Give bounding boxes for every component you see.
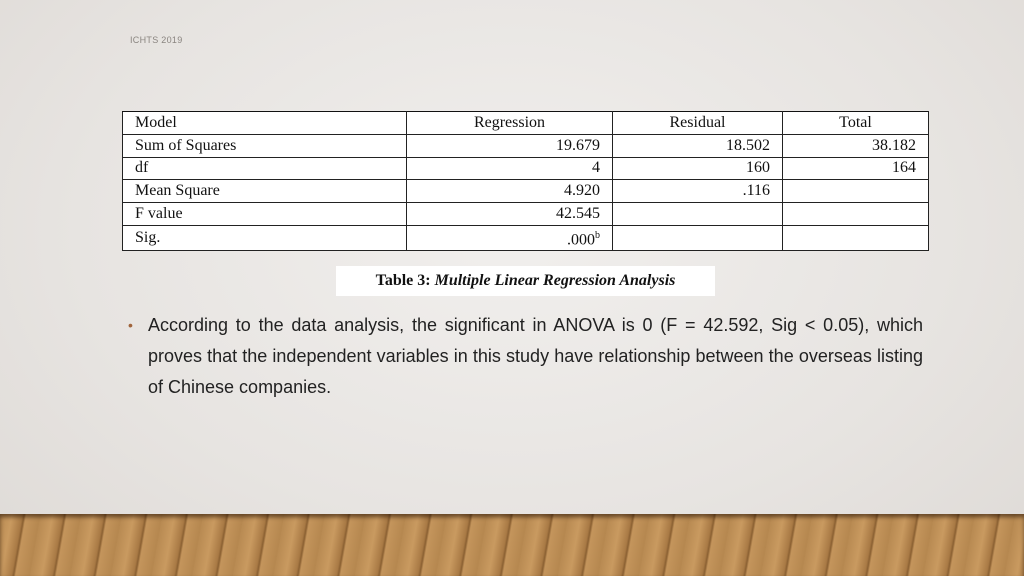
wood-floor-decoration [0,514,1024,576]
cell: 4.920 [406,179,613,204]
cell [612,224,783,252]
table-row: Sum of Squares 19.679 18.502 38.182 [122,133,929,158]
cell: 19.679 [406,133,613,158]
cell: 160 [612,156,783,181]
row-label: df [122,156,407,181]
cell: 42.545 [406,202,613,226]
cell [782,179,929,204]
table-row: Sig. .000b [122,224,929,252]
cell: 38.182 [782,133,929,158]
slide-header: ICHTS 2019 [130,35,183,45]
table-header-row: Model Regression Residual Total [122,111,929,135]
column-header: Regression [406,111,613,135]
table-row: df 4 160 164 [122,156,929,181]
sig-value: .000 [567,231,595,249]
cell [782,202,929,226]
row-label: Sum of Squares [122,133,407,158]
column-header: Model [122,111,407,135]
cell [782,224,929,252]
cell: .000b [406,224,613,252]
table-caption: Table 3: Multiple Linear Regression Anal… [336,266,715,296]
table-row: Mean Square 4.920 .116 [122,179,929,204]
column-header: Total [782,111,929,135]
bullet-icon: • [128,317,133,333]
bullet-point: • According to the data analysis, the si… [128,310,923,403]
bullet-text: According to the data analysis, the sign… [148,315,923,397]
caption-label: Table 3: [375,272,431,289]
row-label: Mean Square [122,179,407,204]
row-label: Sig. [122,224,407,252]
row-label: F value [122,202,407,226]
cell: 4 [406,156,613,181]
cell [612,202,783,226]
column-header: Residual [612,111,783,135]
cell: .116 [612,179,783,204]
table-row: F value 42.545 [122,202,929,226]
caption-title: Multiple Linear Regression Analysis [434,272,676,289]
cell: 164 [782,156,929,181]
footnote-marker: b [595,229,600,241]
anova-table: Model Regression Residual Total Sum of S… [122,111,929,252]
cell: 18.502 [612,133,783,158]
